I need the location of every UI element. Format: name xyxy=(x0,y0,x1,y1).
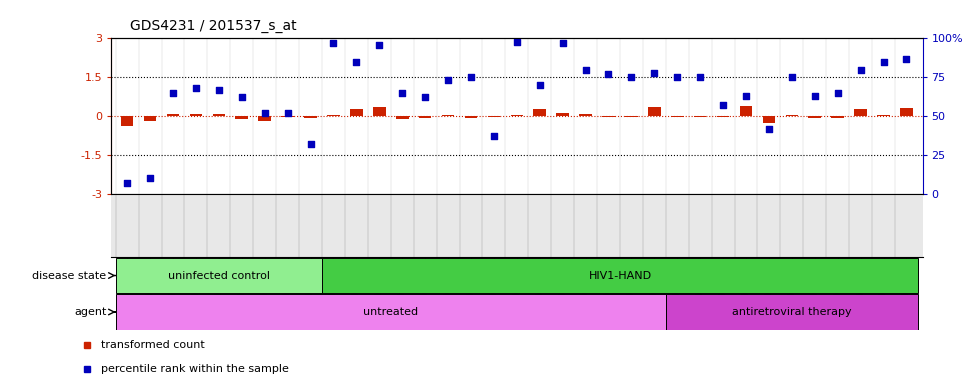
Point xyxy=(624,74,639,80)
Text: HIV1-HAND: HIV1-HAND xyxy=(588,270,651,281)
Point xyxy=(830,90,845,96)
Point xyxy=(761,126,777,132)
Bar xyxy=(465,116,477,118)
Point xyxy=(532,82,548,88)
Bar xyxy=(762,116,776,122)
Point xyxy=(440,77,456,83)
Bar xyxy=(350,109,362,116)
Bar xyxy=(832,116,844,119)
Bar xyxy=(556,113,569,116)
Point xyxy=(212,87,227,93)
Bar xyxy=(580,114,592,116)
Text: antiretroviral therapy: antiretroviral therapy xyxy=(732,307,852,317)
Point xyxy=(257,110,272,116)
Point xyxy=(578,66,593,73)
Point xyxy=(372,41,387,48)
Bar xyxy=(694,116,706,117)
Bar xyxy=(167,114,180,116)
Bar xyxy=(258,116,271,121)
Point xyxy=(807,93,822,99)
Point xyxy=(784,74,800,80)
Point xyxy=(394,90,410,96)
Bar xyxy=(121,116,133,126)
Bar xyxy=(373,107,385,116)
Bar xyxy=(236,116,248,119)
Bar xyxy=(854,109,867,116)
Bar xyxy=(785,115,798,116)
Point xyxy=(693,74,708,80)
Bar xyxy=(510,114,524,116)
Point xyxy=(302,141,318,147)
Bar xyxy=(327,115,340,116)
Point xyxy=(280,110,296,116)
Point xyxy=(349,59,364,65)
Bar xyxy=(189,114,202,116)
Text: agent: agent xyxy=(73,307,106,317)
Bar xyxy=(419,116,432,118)
Bar xyxy=(396,116,409,119)
Text: disease state: disease state xyxy=(32,270,106,281)
Bar xyxy=(809,116,821,118)
Point xyxy=(486,133,501,139)
Bar xyxy=(671,116,684,117)
Bar xyxy=(441,115,454,116)
Bar xyxy=(488,116,500,118)
Bar xyxy=(648,107,661,116)
Point xyxy=(142,175,157,182)
Bar xyxy=(900,108,913,116)
Point xyxy=(876,59,892,65)
Bar xyxy=(625,116,638,117)
Text: GDS4231 / 201537_s_at: GDS4231 / 201537_s_at xyxy=(130,19,297,33)
Text: transformed count: transformed count xyxy=(101,340,205,350)
Bar xyxy=(281,116,294,117)
Text: uninfected control: uninfected control xyxy=(168,270,270,281)
Bar xyxy=(602,116,614,117)
Bar xyxy=(666,295,918,329)
Point xyxy=(165,90,181,96)
Point xyxy=(716,102,731,108)
Bar xyxy=(717,116,729,117)
Point xyxy=(417,94,433,101)
Bar xyxy=(213,114,225,116)
Point xyxy=(554,40,570,46)
Point xyxy=(326,40,341,46)
Bar xyxy=(877,115,890,116)
Point xyxy=(898,56,914,62)
Point xyxy=(509,38,525,45)
Bar xyxy=(322,258,918,293)
Bar xyxy=(740,106,753,116)
Point xyxy=(669,74,685,80)
Point xyxy=(646,70,662,76)
Point xyxy=(120,180,135,186)
Bar xyxy=(533,109,546,116)
Text: percentile rank within the sample: percentile rank within the sample xyxy=(101,364,289,374)
Bar xyxy=(116,295,666,329)
Point xyxy=(738,93,753,99)
Text: untreated: untreated xyxy=(363,307,418,317)
Point xyxy=(601,71,616,77)
Bar xyxy=(144,116,156,121)
Point xyxy=(188,85,204,91)
Bar xyxy=(116,258,322,293)
Bar xyxy=(304,116,317,118)
Point xyxy=(853,66,868,73)
Point xyxy=(464,74,479,80)
Point xyxy=(234,94,249,101)
